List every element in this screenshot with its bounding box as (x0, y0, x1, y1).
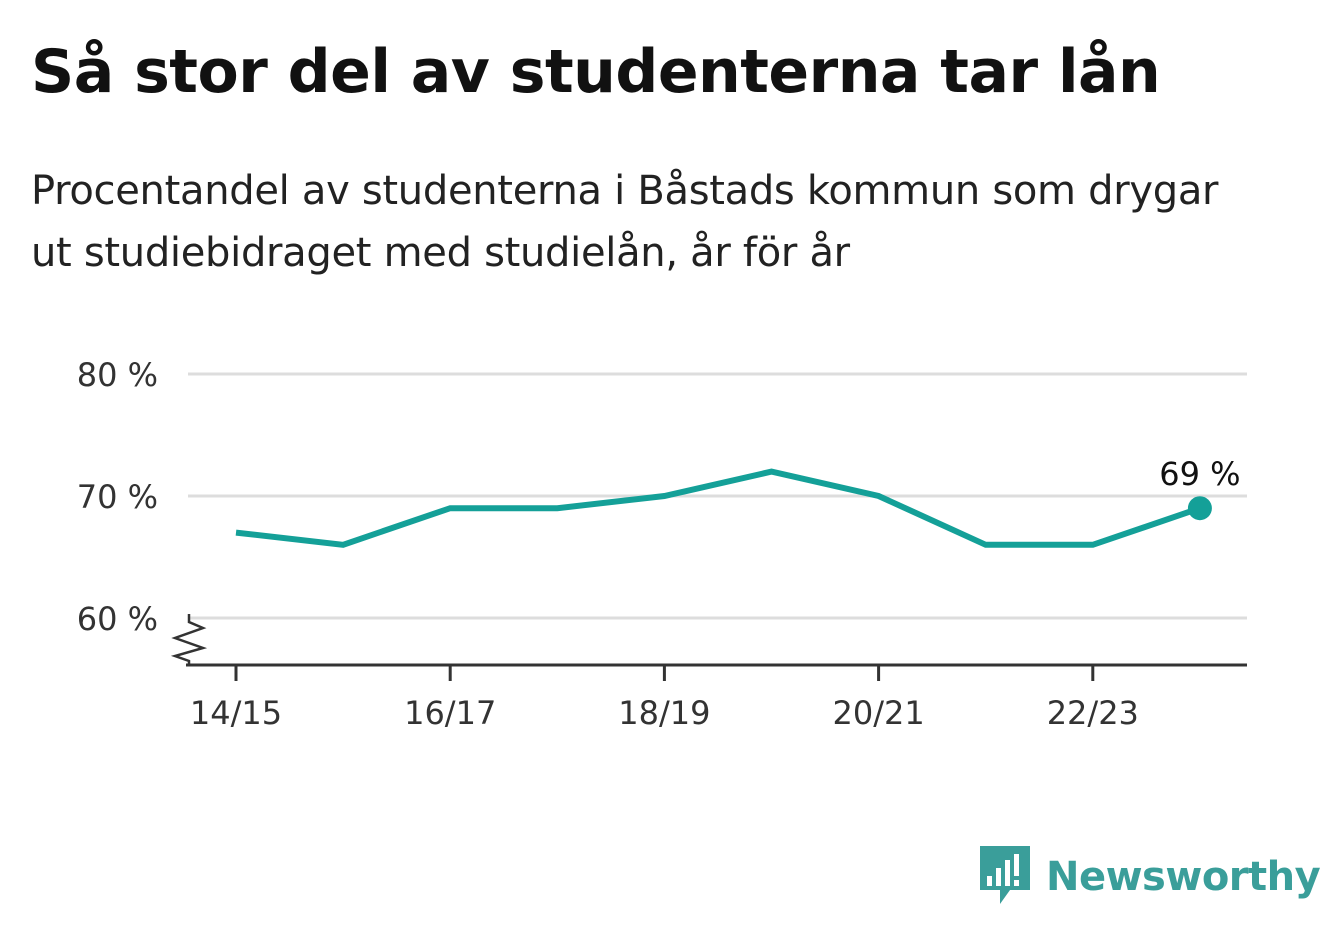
x-tick-label: 22/23 (1047, 694, 1139, 732)
series (235, 468, 1212, 548)
axes (170, 614, 1247, 681)
last-point-label: 69 % (1159, 455, 1240, 493)
x-tick-label: 14/15 (190, 694, 282, 732)
brand-name: Newsworthy (1046, 854, 1321, 900)
newsworthy-brand: Newsworthy (980, 846, 1321, 908)
x-tick-label: 18/19 (618, 694, 710, 732)
chart-subtitle: Procentandel av studenterna i Båstads ko… (31, 168, 1219, 276)
last-point-marker (1187, 496, 1212, 521)
chart-title: Så stor del av studenterna tar lån (31, 37, 1161, 107)
y-tick-label: 70 % (77, 478, 158, 516)
x-tick-label: 16/17 (404, 694, 496, 732)
series-line (235, 468, 1201, 548)
y-tick-label: 80 % (77, 356, 158, 394)
y-tick-label: 60 % (77, 600, 158, 638)
y-axis-break (170, 614, 208, 665)
labels: 60 % 70 % 80 % 14/15 16/17 18/19 20/21 22/23 69 … (77, 356, 1241, 732)
bar-chart-speech-bubble-icon (980, 846, 1030, 904)
x-tick-label: 20/21 (832, 694, 924, 732)
gridlines (188, 372, 1247, 620)
